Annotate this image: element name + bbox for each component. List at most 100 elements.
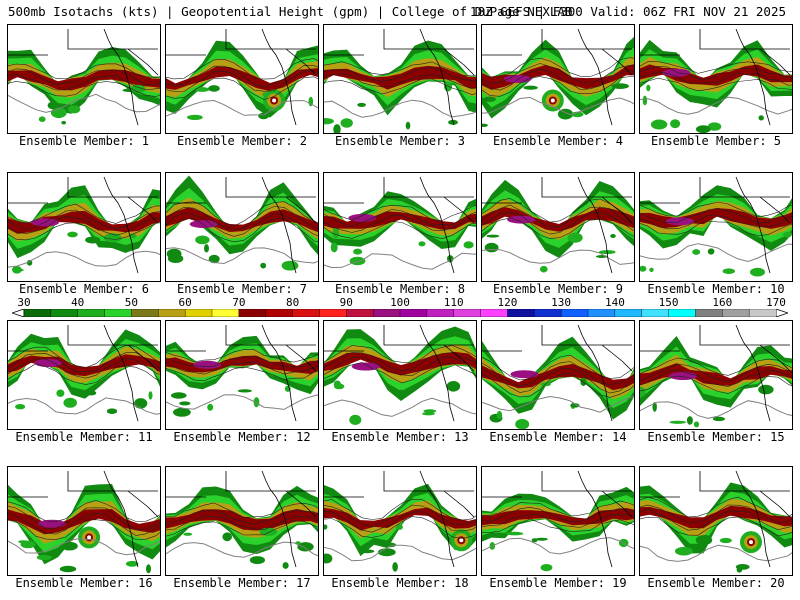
ensemble-member-label: Ensemble Member: 8 bbox=[334, 282, 466, 296]
ensemble-member-label: Ensemble Member: 15 bbox=[647, 430, 785, 444]
isotach-patch bbox=[15, 404, 26, 410]
coastline-borders bbox=[166, 470, 317, 568]
isotach-patch bbox=[693, 421, 700, 428]
isotach-patch bbox=[324, 553, 333, 564]
coastline-borders bbox=[324, 470, 475, 568]
colorbar-left-arrow bbox=[12, 309, 25, 317]
isotach-patch bbox=[204, 244, 209, 253]
isotach-patch bbox=[610, 234, 616, 238]
colorbar-segment bbox=[319, 309, 347, 317]
ensemble-map-panel bbox=[323, 320, 477, 430]
height-contour bbox=[324, 510, 476, 533]
height-contour-gray bbox=[482, 537, 634, 555]
isotach-patch bbox=[405, 121, 411, 130]
colorbar-segment bbox=[292, 309, 320, 317]
height-contour bbox=[640, 496, 792, 518]
ensemble-member-label: Ensemble Member: 5 bbox=[650, 134, 782, 148]
isotach-patch bbox=[722, 268, 735, 274]
coastline-borders bbox=[8, 176, 159, 274]
isotach-patch bbox=[357, 102, 366, 107]
height-contour bbox=[324, 362, 476, 384]
colorbar-segment bbox=[77, 309, 106, 317]
height-contour bbox=[166, 361, 318, 375]
isotach-patch bbox=[669, 420, 686, 424]
height-contour bbox=[8, 512, 160, 536]
coastline-borders bbox=[640, 176, 791, 274]
height-contour bbox=[482, 211, 634, 235]
height-contour-gray bbox=[166, 541, 318, 558]
colorbar-tick-label: 60 bbox=[178, 296, 192, 309]
isotach-patch bbox=[253, 397, 260, 408]
coastline-borders bbox=[482, 470, 633, 568]
colorbar-segment bbox=[641, 309, 670, 317]
height-contour bbox=[324, 78, 476, 96]
isotach-shading bbox=[166, 66, 318, 91]
height-contour bbox=[640, 220, 792, 236]
run-valid-time: 18Z GEFS | F300 Valid: 06Z FRI NOV 21 20… bbox=[469, 4, 786, 19]
height-contour bbox=[8, 344, 160, 368]
ensemble-map-panel bbox=[639, 320, 793, 430]
coastline-borders bbox=[640, 28, 791, 126]
isotach-patch bbox=[640, 386, 646, 398]
height-contour bbox=[640, 375, 792, 394]
colorbar-segment bbox=[748, 309, 777, 317]
isotach-patch bbox=[333, 380, 341, 389]
coastline-borders bbox=[640, 324, 791, 422]
colorbar-tick-label: 50 bbox=[124, 296, 139, 309]
coastline-borders bbox=[482, 28, 633, 126]
height-contour bbox=[8, 81, 160, 97]
isotach-shading bbox=[324, 211, 476, 230]
isotach-patch bbox=[686, 416, 693, 425]
isotach-patch bbox=[580, 377, 587, 386]
isotach-patch bbox=[670, 119, 681, 129]
height-contour bbox=[8, 209, 160, 230]
coastline-borders bbox=[8, 470, 159, 568]
height-contour bbox=[324, 516, 476, 539]
height-contour bbox=[166, 58, 318, 80]
isotach-patch bbox=[349, 414, 362, 425]
height-contour bbox=[640, 61, 792, 74]
height-contour bbox=[640, 363, 792, 382]
isotach-patch bbox=[422, 412, 435, 416]
coastline-borders bbox=[324, 324, 475, 422]
cutoff-low bbox=[459, 538, 464, 543]
ensemble-member-label: Ensemble Member: 2 bbox=[176, 134, 308, 148]
isotach-patch bbox=[148, 391, 153, 400]
height-contour bbox=[8, 352, 160, 373]
height-contour bbox=[640, 201, 792, 218]
height-contour bbox=[482, 63, 634, 84]
ensemble-member-label: Ensemble Member: 17 bbox=[173, 576, 311, 590]
isotach-patch bbox=[61, 541, 78, 551]
colorbar-tick-label: 80 bbox=[285, 296, 300, 309]
colorbar-segment bbox=[534, 309, 562, 317]
colorbar-segment bbox=[668, 309, 696, 317]
coastline-borders bbox=[324, 28, 475, 126]
cutoff-low bbox=[87, 535, 92, 540]
isotach-shading bbox=[8, 69, 160, 91]
isotach-patch bbox=[61, 121, 66, 125]
isotach-patch bbox=[12, 266, 22, 274]
isotach-patch bbox=[486, 234, 500, 238]
height-contour-gray bbox=[8, 250, 160, 268]
isotach-patch bbox=[484, 242, 499, 253]
height-contour bbox=[640, 71, 792, 86]
height-contour bbox=[482, 68, 634, 91]
height-contour bbox=[640, 207, 792, 224]
isotach-shading bbox=[166, 197, 318, 240]
isotach-map bbox=[324, 176, 476, 274]
height-contour bbox=[8, 68, 160, 86]
height-contour bbox=[640, 516, 792, 537]
isotach-patch bbox=[146, 564, 151, 574]
isotach-patch bbox=[125, 560, 139, 567]
isotach-patch bbox=[67, 105, 81, 114]
height-contour bbox=[166, 515, 318, 531]
colorbar-tick-label: 30 bbox=[17, 296, 31, 309]
ensemble-map-panel bbox=[323, 172, 477, 282]
height-contour-gray bbox=[640, 400, 792, 419]
isotach-patch bbox=[383, 542, 397, 548]
ensemble-member-label: Ensemble Member: 6 bbox=[18, 282, 150, 296]
height-contour-gray bbox=[640, 243, 792, 263]
height-contour-gray bbox=[166, 99, 318, 117]
height-contour bbox=[8, 63, 160, 80]
ensemble-member-label: Ensemble Member: 16 bbox=[15, 576, 153, 590]
